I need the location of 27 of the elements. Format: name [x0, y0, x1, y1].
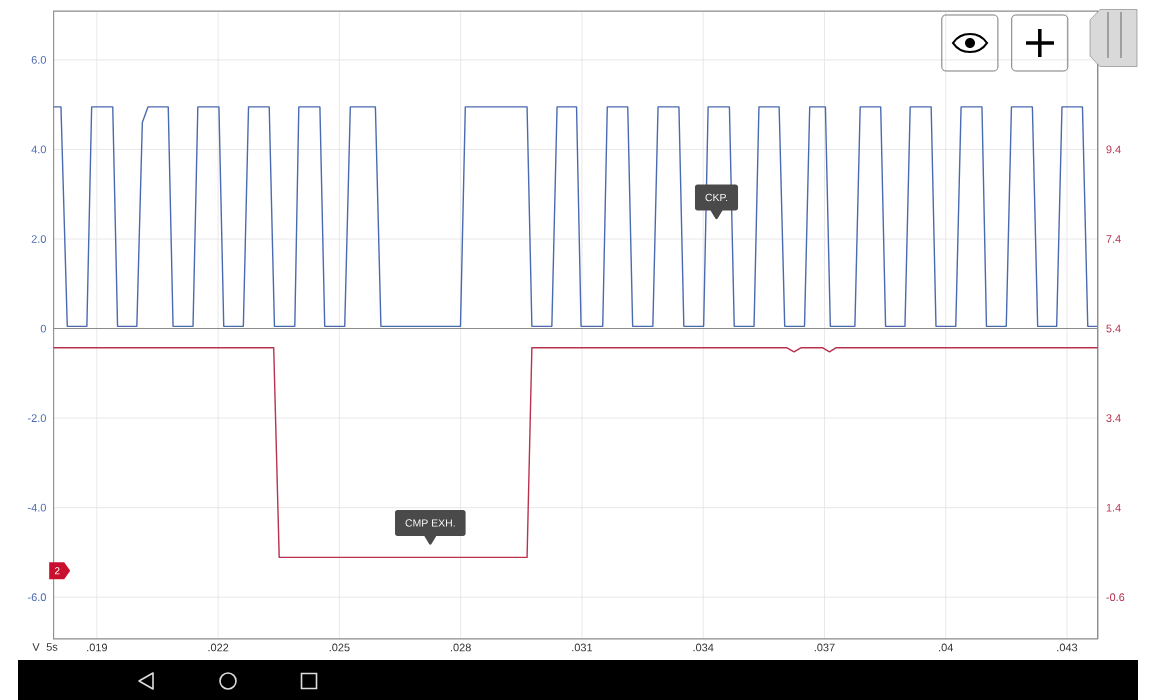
y2-tick-label: 3.4	[1106, 414, 1121, 422]
x-tick-label: .022	[208, 643, 229, 652]
x-tick-label: .019	[87, 643, 108, 652]
y-tick-label: 6.0	[31, 56, 46, 64]
x-tick-label: .031	[572, 643, 593, 652]
y2-tick-label: 1.4	[1106, 503, 1121, 512]
y-tick-label: 2.0	[31, 235, 46, 243]
annotation: 2	[54, 567, 60, 575]
x-tick-label: .028	[450, 643, 471, 652]
y-tick-label: 0	[40, 324, 46, 333]
y2-tick-label: 5.4	[1106, 324, 1121, 333]
x-tick-label: .04	[939, 643, 954, 652]
y-tick-label: 4.0	[31, 145, 46, 154]
y-tick-label: -2.0	[28, 414, 46, 423]
y-axis-title: V	[32, 643, 40, 651]
y2-tick-label: 9.4	[1106, 145, 1121, 154]
x-axis-title: 5s	[46, 643, 58, 651]
y2-tick-label: 7.4	[1106, 235, 1121, 243]
x-tick-label: .025	[329, 643, 350, 652]
y-tick-label: -4.0	[28, 503, 46, 512]
x-tick-label: .034	[693, 643, 714, 652]
series-label: CKP.	[705, 193, 728, 202]
x-tick-label: .037	[814, 643, 835, 652]
text: CMP EXH.	[405, 519, 455, 527]
y2-tick-label: -0.6	[1106, 593, 1125, 602]
y-tick-label: -6.0	[28, 593, 46, 602]
x-tick-label: .043	[1057, 643, 1078, 652]
